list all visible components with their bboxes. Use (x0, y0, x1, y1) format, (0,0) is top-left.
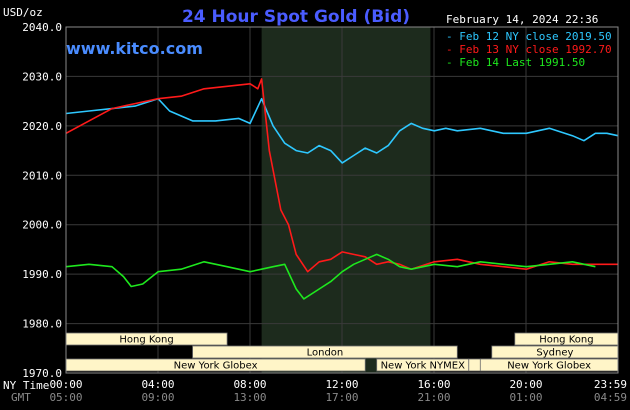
x-tick-label-gmt: 04:59 (594, 391, 627, 404)
legend-entry-3: - Feb 14 Last 1991.50 (446, 56, 585, 69)
x-tick-label-gmt: 05:00 (49, 391, 82, 404)
y-tick-label: 1990.0 (22, 268, 62, 281)
session-bar: Sydney (491, 345, 619, 359)
highlight-band (261, 27, 431, 373)
y-tick-label: 2020.0 (22, 120, 62, 133)
session-bar: New York Globex (65, 358, 366, 372)
x-tick-label-gmt: 01:00 (509, 391, 542, 404)
y-tick-label: 2030.0 (22, 70, 62, 83)
x-tick-label-gmt: 13:00 (233, 391, 266, 404)
legend-entry-1: - Feb 12 NY close 2019.50 (446, 30, 612, 43)
x-tick-label: 20:00 (509, 378, 542, 391)
x-tick-label: 23:59 (594, 378, 627, 391)
x-tick-label: 08:00 (233, 378, 266, 391)
chart-title: 24 Hour Spot Gold (Bid) (182, 7, 410, 27)
session-bar-label: New York Globex (174, 361, 258, 372)
session-bar-label: London (307, 348, 344, 359)
y-tick-label: 2040.0 (22, 21, 62, 34)
series-line-3 (65, 253, 596, 300)
series-line-2 (65, 78, 618, 273)
session-bar-label: Sydney (536, 348, 573, 359)
ny-time-label: NY Time (3, 379, 49, 392)
x-tick-label-gmt: 21:00 (417, 391, 450, 404)
plot-frame (65, 26, 619, 374)
date-stamp: February 14, 2024 22:36 (446, 13, 598, 26)
x-tick-label: 04:00 (141, 378, 174, 391)
series-line-1 (65, 97, 619, 164)
session-bar-label: Hong Kong (119, 335, 173, 346)
session-bar: Hong Kong (514, 332, 619, 346)
y-tick-label: 2010.0 (22, 169, 62, 182)
y-unit-label: USD/oz (3, 6, 43, 19)
x-tick-label: 16:00 (417, 378, 450, 391)
legend-entry-2: - Feb 13 NY close 1992.70 (446, 43, 612, 56)
session-bar-label: New York Globex (507, 361, 591, 372)
brand-label: www.kitco.com (66, 39, 203, 58)
session-bar-box (192, 345, 458, 359)
gmt-label: GMT (11, 391, 31, 404)
x-tick-label: 12:00 (325, 378, 358, 391)
session-bar-label: New York NYMEX (381, 361, 466, 372)
session-bar: New York NYMEX (376, 358, 470, 372)
session-bar: Hong Kong (65, 332, 228, 346)
session-bar-label: Hong Kong (539, 335, 593, 346)
x-tick-label-gmt: 17:00 (325, 391, 358, 404)
session-bar: London (192, 345, 458, 359)
x-tick-label-gmt: 09:00 (141, 391, 174, 404)
y-tick-label: 1970.0 (22, 367, 62, 380)
y-tick-label: 2000.0 (22, 219, 62, 232)
session-bar: New York Globex (479, 358, 619, 372)
x-tick-label: 00:00 (49, 378, 82, 391)
y-tick-label: 1980.0 (22, 318, 62, 331)
